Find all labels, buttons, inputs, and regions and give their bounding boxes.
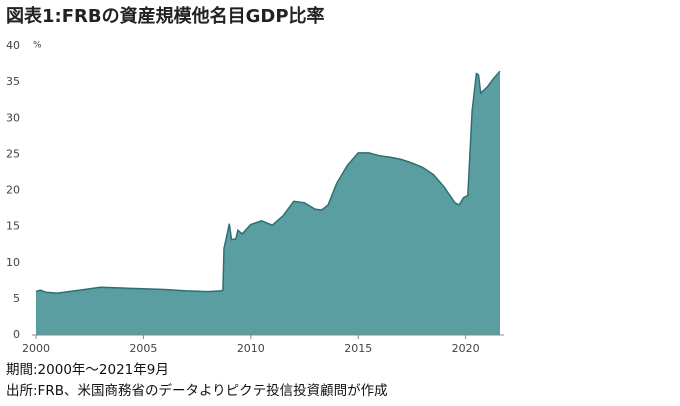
y-tick-label: 20 <box>6 184 20 197</box>
chart-title: 図表1:FRBの資産規模他名目GDP比率 <box>6 5 325 27</box>
footnote: 出所:FRB、米国商務省のデータよりピクテ投信投資顧問が作成 <box>6 382 388 399</box>
y-tick-label: 10 <box>6 256 20 269</box>
area-line <box>35 70 501 294</box>
y-tick-label: 40 <box>6 39 20 52</box>
y-tick-label: 5 <box>13 292 20 305</box>
y-tick-label: 0 <box>13 328 20 341</box>
y-tick-label: 25 <box>6 147 20 160</box>
x-tick-label: 2000 <box>22 342 50 355</box>
y-tick-label: 15 <box>6 220 20 233</box>
footnote: 期間:2000年～2021年9月 <box>6 362 169 378</box>
x-tick-label: 2010 <box>237 342 265 355</box>
y-tick-label: 30 <box>6 111 20 124</box>
y-tick-label: 35 <box>6 75 20 88</box>
x-tick-label: 2015 <box>344 342 372 355</box>
x-tick-label: 2020 <box>452 342 480 355</box>
y-unit: % <box>33 41 42 51</box>
area <box>36 71 500 336</box>
x-tick-label: 2005 <box>129 342 157 355</box>
